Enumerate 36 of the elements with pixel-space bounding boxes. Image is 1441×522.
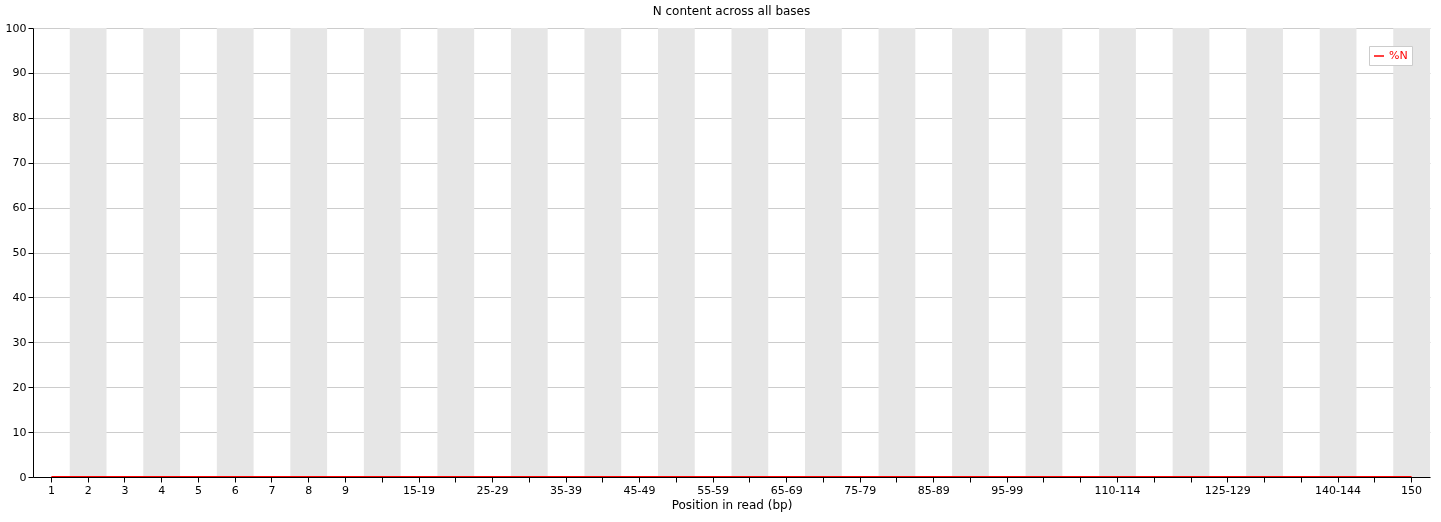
x-tick-label: 1 [47, 483, 55, 497]
y-tick-label: 90 [12, 66, 27, 80]
x-tick-label: 7 [268, 483, 276, 497]
x-tick-label: 25-29 [476, 483, 509, 497]
x-tick-label: 8 [305, 483, 313, 497]
y-tick-label: 30 [12, 335, 27, 349]
x-tick-label: 45-49 [623, 483, 656, 497]
y-tick-label: 0 [19, 470, 27, 484]
x-tick-label: 140-144 [1315, 483, 1362, 497]
x-tick-label: 75-79 [844, 483, 877, 497]
y-tick-label: 10 [12, 425, 27, 439]
x-tick-label: 110-114 [1094, 483, 1141, 497]
y-tick-label: 80 [12, 111, 27, 125]
x-axis-title: Position in read (bp) [671, 497, 793, 512]
x-tick-label: 15-19 [403, 483, 435, 497]
x-tick-label: 125-129 [1204, 483, 1251, 497]
x-tick-label: 4 [158, 483, 166, 497]
y-tick-label: 60 [12, 201, 27, 215]
x-tick-label: 65-69 [770, 483, 803, 497]
y-tick-label: 20 [12, 380, 27, 394]
x-tick-label: 6 [231, 483, 239, 497]
x-tick-label: 85-89 [917, 483, 950, 497]
x-tick-label: 5 [194, 483, 202, 497]
x-tick-label: 9 [341, 483, 349, 497]
x-tick-label: 3 [121, 483, 129, 497]
chart-title: N content across all bases [652, 4, 811, 18]
y-tick-label: 50 [12, 246, 27, 259]
x-tick-label: 95-99 [991, 483, 1024, 497]
x-tick-label: 2 [84, 483, 92, 497]
legend-label: %N [1389, 49, 1408, 62]
x-tick-label: 35-39 [550, 483, 583, 497]
y-tick-label: 40 [12, 290, 27, 304]
x-tick-label: 55-59 [697, 483, 730, 497]
x-tick-label: 150 [1401, 483, 1423, 497]
y-tick-label: 100 [5, 21, 27, 35]
y-tick-label: 70 [12, 156, 27, 170]
